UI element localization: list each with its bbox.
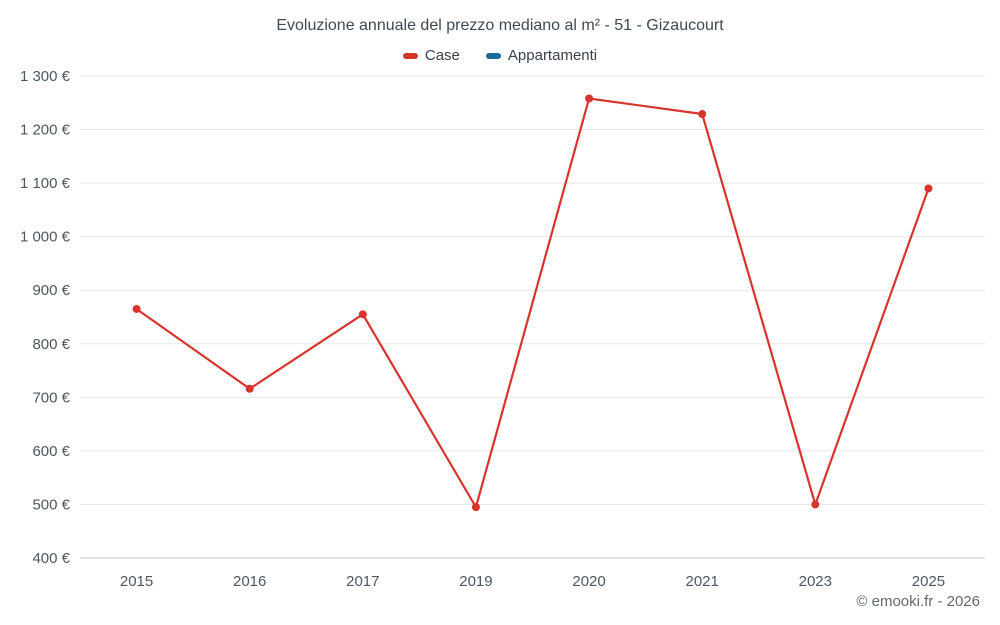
legend-label: Appartamenti (507, 47, 598, 64)
x-tick-label: 2017 (346, 573, 379, 590)
legend-item-appartamenti[interactable]: Appartamenti (485, 47, 598, 64)
y-tick-label: 700 € (32, 389, 70, 406)
x-tick-label: 2015 (120, 573, 153, 590)
data-point-case[interactable] (245, 384, 254, 393)
y-tick-label: 1 100 € (20, 175, 71, 192)
legend-marker (485, 52, 501, 59)
data-point-case[interactable] (358, 310, 367, 319)
y-tick-label: 800 € (32, 336, 70, 353)
data-point-case[interactable] (585, 94, 594, 103)
y-tick-label: 1 000 € (20, 229, 71, 246)
legend-item-case[interactable]: Case (402, 47, 460, 64)
data-point-case[interactable] (471, 503, 480, 512)
y-tick-label: 400 € (32, 550, 70, 567)
chart-legend: Case Appartamenti (0, 47, 1000, 64)
y-tick-label: 900 € (32, 282, 70, 299)
data-point-case[interactable] (811, 500, 820, 509)
x-tick-label: 2020 (572, 573, 605, 590)
x-tick-label: 2016 (233, 573, 266, 590)
y-tick-label: 500 € (32, 496, 70, 513)
legend-label: Case (424, 47, 460, 64)
series-line-case (135, 97, 930, 509)
y-tick-label: 600 € (32, 443, 70, 460)
line-chart-canvas: 400 € 500 € 600 € 700 € 800 € 900 € 1 000 € 1 1… (20, 70, 985, 590)
x-tick-label: 2019 (459, 573, 492, 590)
data-point-case[interactable] (924, 184, 933, 193)
copyright-notice: © emooki.fr - 2026 (856, 593, 980, 610)
x-tick-label: 2021 (686, 573, 719, 590)
chart-title: Evoluzione annuale del prezzo mediano al… (276, 17, 724, 34)
x-tick-label: 2023 (799, 573, 832, 590)
data-point-case[interactable] (698, 110, 707, 119)
y-tick-label: 1 200 € (20, 122, 71, 139)
x-tick-label: 2025 (912, 573, 945, 590)
legend-marker (402, 52, 418, 59)
data-point-case[interactable] (132, 304, 141, 313)
y-tick-label: 1 300 € (20, 70, 71, 85)
